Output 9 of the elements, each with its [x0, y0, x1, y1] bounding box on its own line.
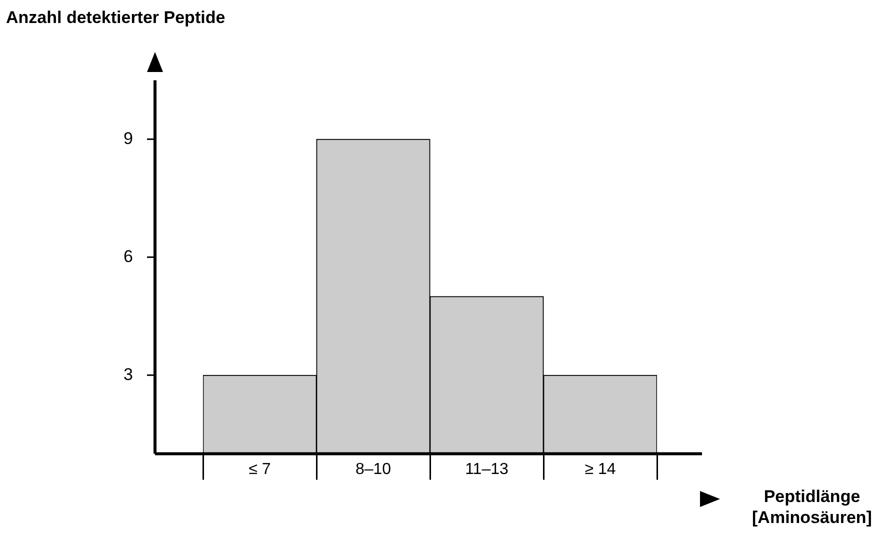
x-tick-label: 11–13	[465, 460, 508, 478]
x-tick-label: ≥ 14	[584, 460, 616, 478]
x-axis-title: Peptidlänge [Aminosäuren]	[751, 486, 873, 528]
x-tick-label: ≤ 7	[248, 460, 271, 478]
y-axis-title: Anzahl detektierter Peptide	[6, 8, 226, 28]
x-tick-label: 8–10	[355, 460, 392, 478]
y-tick-label: 6	[124, 246, 133, 266]
y-tick-label: 9	[124, 128, 133, 148]
y-tick-label: 3	[124, 364, 133, 384]
